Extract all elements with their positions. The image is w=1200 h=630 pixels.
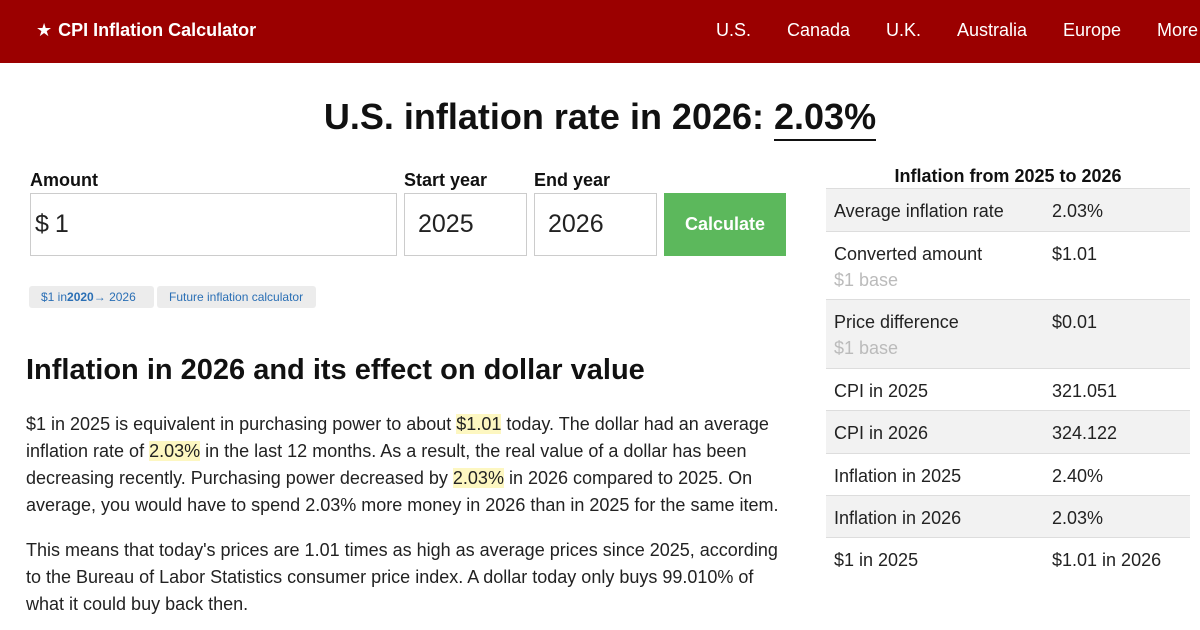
chip-1-in-2020[interactable]: $1 in 2020 → 2026 — [29, 286, 154, 308]
chip-year: 2020 — [67, 290, 94, 304]
article-paragraph-1: $1 in 2025 is equivalent in purchasing p… — [26, 411, 796, 519]
row-key: $1 in 2025 — [834, 550, 919, 570]
nav-australia[interactable]: Australia — [957, 20, 1028, 40]
chip-prefix: $1 in — [41, 290, 68, 304]
row-value: 2.03% — [1052, 201, 1104, 221]
brand-link[interactable]: ★ CPI Inflation Calculator — [36, 20, 256, 41]
row-value: $0.01 — [1052, 312, 1098, 332]
table-row: $1 in 2025 $1.01 in 2026 — [826, 538, 1190, 580]
article-paragraph-2: This means that today's prices are 1.01 … — [26, 540, 778, 614]
top-nav: U.S. Canada U.K. Australia Europe More — [0, 20, 1200, 42]
amount-value: 1 — [54, 210, 69, 238]
table-row: Inflation in 2026 2.03% — [826, 496, 1190, 538]
title-prefix: U.S. inflation rate in 2026: — [323, 96, 775, 137]
row-key: Average inflation rate — [834, 201, 1004, 221]
table-row: Inflation in 2025 2.40% — [826, 454, 1190, 496]
row-subtext: $1 base — [834, 338, 899, 358]
row-key: Converted amount — [834, 244, 983, 264]
table-row: Average inflation rate 2.03% — [826, 189, 1190, 232]
nav-more[interactable]: More — [1157, 20, 1199, 40]
table-row: Price difference $0.01 $1 base — [826, 300, 1190, 369]
chip-future-calculator[interactable]: Future inflation calculator — [157, 286, 316, 308]
end-year-label: End year — [534, 170, 611, 190]
row-key: Price difference — [834, 312, 959, 332]
nav-canada[interactable]: Canada — [787, 20, 851, 40]
row-key: CPI in 2026 — [834, 423, 929, 443]
row-value: $1.01 — [1052, 244, 1098, 264]
title-rate-link[interactable]: 2.03% — [774, 96, 877, 141]
row-value: $1.01 in 2026 — [1052, 550, 1162, 570]
start-year-value: 2025 — [418, 210, 474, 238]
p1-highlight-3: 2.03% — [452, 468, 504, 488]
row-value: 2.40% — [1052, 466, 1104, 486]
start-year-label: Start year — [404, 170, 488, 190]
row-key: CPI in 2025 — [834, 381, 929, 401]
page-title: U.S. inflation rate in 2026: 2.03% — [0, 96, 1200, 141]
chip-suffix: → 2026 — [93, 290, 136, 304]
article-heading: Inflation in 2026 and its effect on doll… — [26, 354, 645, 386]
table-title: Inflation from 2025 to 2026 — [826, 163, 1190, 189]
row-subtext: $1 base — [834, 270, 899, 290]
table-row: CPI in 2026 324.122 — [826, 411, 1190, 454]
table-row: CPI in 2025 321.051 — [826, 369, 1190, 411]
p1-highlight-1: $1.01 — [456, 414, 502, 434]
row-value: 321.051 — [1052, 381, 1118, 401]
p1-text-c: in the last 12 months. As a result, the … — [26, 441, 747, 488]
p1-text-b: today. The dollar had an average inflati… — [26, 414, 769, 461]
brand-label: CPI Inflation Calculator — [58, 20, 257, 40]
row-value: 2.03% — [1052, 508, 1104, 528]
end-year-value: 2026 — [548, 210, 604, 238]
nav-europe[interactable]: Europe — [1063, 20, 1122, 40]
dollar-sign: $ — [35, 210, 49, 238]
inflation-summary-table: Inflation from 2025 to 2026 Average infl… — [826, 163, 1190, 580]
row-key: Inflation in 2025 — [834, 466, 962, 486]
nav-us[interactable]: U.S. — [716, 20, 752, 40]
site-header: ★ CPI Inflation Calculator U.S. Canada U… — [0, 0, 1200, 63]
row-value: 324.122 — [1052, 423, 1118, 443]
table-row: Converted amount $1.01 $1 base — [826, 232, 1190, 300]
star-icon: ★ — [36, 20, 53, 40]
p1-highlight-2: 2.03% — [149, 441, 201, 461]
amount-label: Amount — [30, 170, 98, 190]
p1-text-a: $1 in 2025 is equivalent in purchasing p… — [26, 414, 457, 434]
amount-input[interactable]: $ 1 — [30, 193, 397, 256]
start-year-input[interactable]: 2025 — [404, 193, 527, 256]
end-year-input[interactable]: 2026 — [534, 193, 657, 256]
nav-uk[interactable]: U.K. — [886, 20, 922, 40]
row-key: Inflation in 2026 — [834, 508, 962, 528]
p1-text-d: in 2026 compared to 2025. On average, yo… — [26, 468, 779, 515]
calculate-button[interactable]: Calculate — [664, 193, 786, 256]
